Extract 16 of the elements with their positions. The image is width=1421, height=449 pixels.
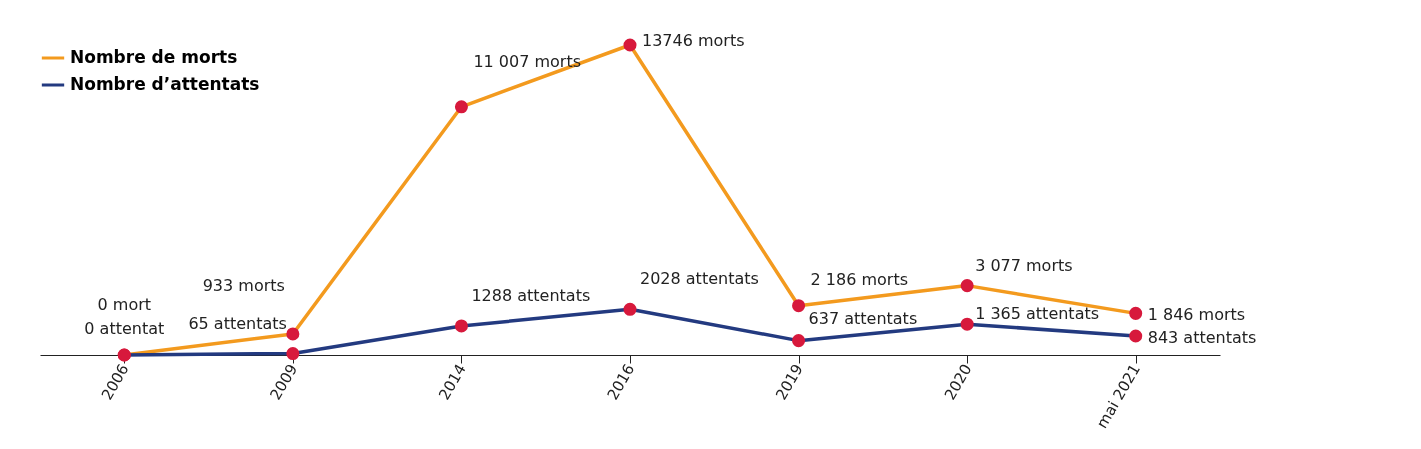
data-label: 0 attentat — [84, 319, 165, 338]
data-label: 1 365 attentats — [975, 304, 1100, 324]
data-label: 2 186 morts — [810, 269, 909, 289]
data-label: 933 morts — [202, 275, 285, 295]
data-label: 1288 attentats — [471, 285, 591, 305]
data-label: 0 mort — [97, 295, 152, 314]
data-label: 2028 attentats — [640, 269, 759, 289]
data-label: 13746 morts — [642, 31, 745, 50]
data-label: 843 attentats — [1147, 327, 1257, 347]
data-label: 1 846 morts — [1147, 305, 1246, 325]
data-label: 11 007 morts — [473, 51, 582, 71]
data-label: 3 077 morts — [975, 255, 1073, 275]
data-label: 65 attentats — [188, 313, 287, 333]
data-label: 637 attentats — [808, 308, 918, 328]
legend-label: Nombre de morts — [70, 47, 238, 67]
legend-label: Nombre d’attentats — [70, 74, 260, 94]
